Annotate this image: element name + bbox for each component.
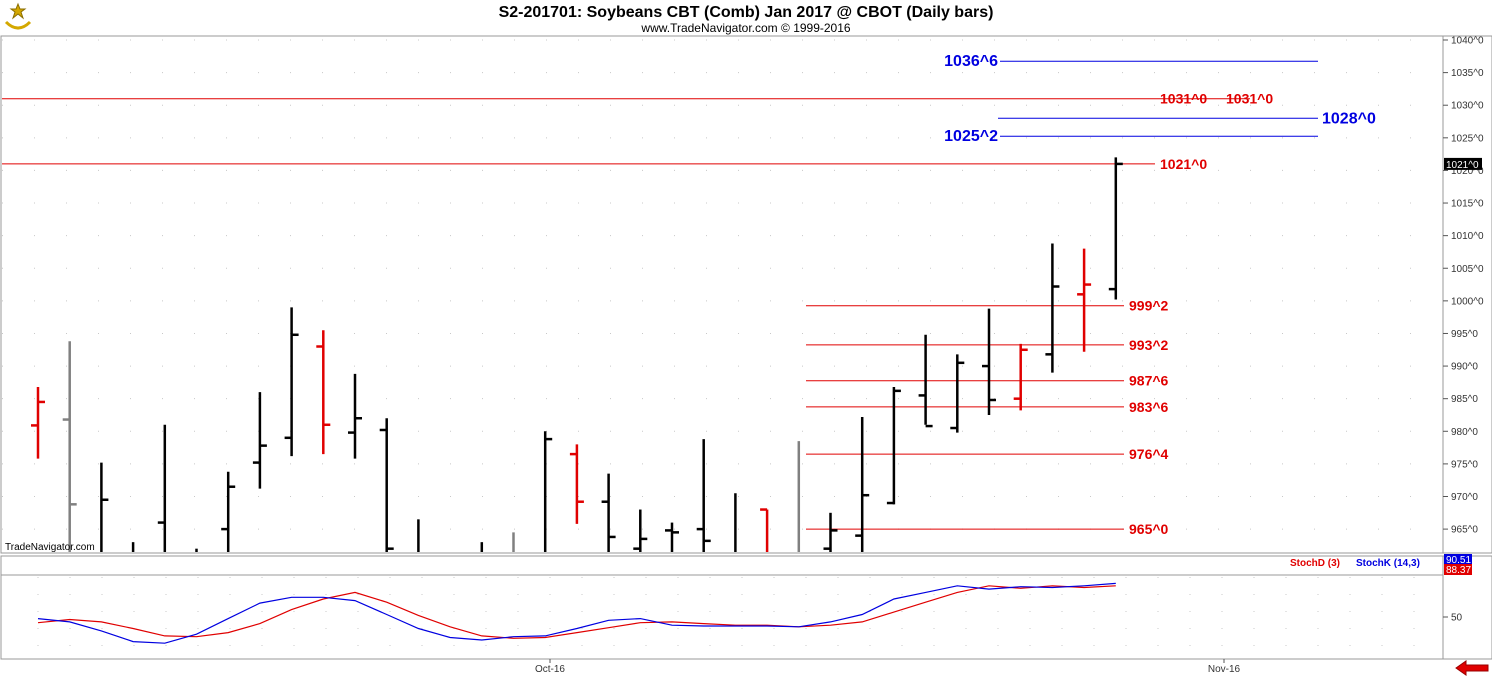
level-label: 1028^0 — [1322, 110, 1376, 127]
price-tick-label: 1040^0 — [1451, 36, 1484, 47]
price-pane — [0, 35, 1444, 554]
price-tick-label: 1010^0 — [1451, 231, 1484, 242]
stoch-value-box — [1444, 554, 1472, 565]
stoch-value-box — [1444, 564, 1472, 575]
level-label: 1025^2 — [944, 128, 998, 145]
stoch-value-label: 88.37 — [1446, 565, 1471, 576]
date-axis-ticks: Oct-16 Nov-16 — [535, 659, 1241, 675]
date-tick-label: Nov-16 — [1208, 664, 1241, 675]
header-band — [0, 0, 1492, 36]
stoch-axis-ticks: 50 — [1443, 613, 1463, 624]
red-left-arrow-icon — [1455, 660, 1489, 676]
legend-entry: StochK (14,3) — [1356, 558, 1420, 569]
level-label: 983^6 — [1129, 399, 1169, 415]
price-tick-label: 975^0 — [1451, 459, 1478, 470]
chart-title: S2-201701: Soybeans CBT (Comb) Jan 2017 … — [499, 4, 994, 21]
scroll-back-button[interactable] — [1455, 660, 1489, 676]
price-tick-label: 1015^0 — [1451, 199, 1484, 210]
price-tick-label: 1005^0 — [1451, 264, 1484, 275]
last-price-tag: 1021^0 — [1444, 157, 1482, 171]
level-label: 1031^0 — [1226, 91, 1273, 107]
logo-swoosh-icon — [4, 20, 32, 30]
price-tick-label: 1000^0 — [1451, 296, 1484, 307]
level-label: 976^4 — [1129, 446, 1169, 462]
stoch-series-line — [37, 585, 1116, 639]
stoch-tick-label: 50 — [1451, 613, 1463, 624]
level-label: 987^6 — [1129, 373, 1169, 389]
price-tick-label: 965^0 — [1451, 525, 1478, 536]
stoch-value-label: 90.51 — [1446, 555, 1471, 566]
level-label: 993^2 — [1129, 337, 1169, 353]
price-tick-label: 995^0 — [1451, 329, 1478, 340]
level-label: 999^2 — [1129, 298, 1169, 314]
indicator-pane — [0, 555, 1444, 660]
app-logo[interactable] — [4, 2, 32, 30]
last-price-box — [1444, 157, 1482, 170]
watermark: TradeNavigator.com — [5, 542, 95, 553]
level-label: 1036^6 — [944, 53, 998, 70]
date-axis[interactable] — [1, 659, 1443, 678]
chart-subtitle: www.TradeNavigator.com © 1999-2016 — [640, 21, 850, 35]
price-tick-label: 990^0 — [1451, 362, 1478, 373]
price-axis[interactable] — [1442, 35, 1492, 554]
price-tick-label: 1030^0 — [1451, 101, 1484, 112]
star-logo-icon — [9, 2, 27, 20]
stoch-legend: StochD (3) StochK (14,3) — [1290, 558, 1420, 569]
level-label: 1031^0 — [1160, 91, 1207, 107]
last-price-label: 1021^0 — [1446, 160, 1479, 171]
price-tick-label: 1035^0 — [1451, 68, 1484, 79]
ohlc-bars — [31, 157, 1123, 552]
price-levels: 1036^6 1031^0 1031^0 1028^0 1025^2 1021^0 999^… — [2, 53, 1376, 537]
level-label: 965^0 — [1129, 521, 1169, 537]
price-tick-label: 985^0 — [1451, 394, 1478, 405]
price-tick-label: 970^0 — [1451, 492, 1478, 503]
price-axis-ticks: 965^0 970^0 975^0 980^0 985^0 990^0 995^0 1000^… — [1443, 36, 1484, 536]
level-label: 1021^0 — [1160, 156, 1207, 172]
stoch-lines — [37, 582, 1116, 644]
price-tick-label: 1020^0 — [1451, 166, 1484, 177]
price-tick-label: 1025^0 — [1451, 133, 1484, 144]
legend-entry: StochD (3) — [1290, 558, 1340, 569]
date-tick-label: Oct-16 — [535, 664, 565, 675]
stoch-series-line — [37, 582, 1116, 644]
price-tick-label: 980^0 — [1451, 427, 1478, 438]
